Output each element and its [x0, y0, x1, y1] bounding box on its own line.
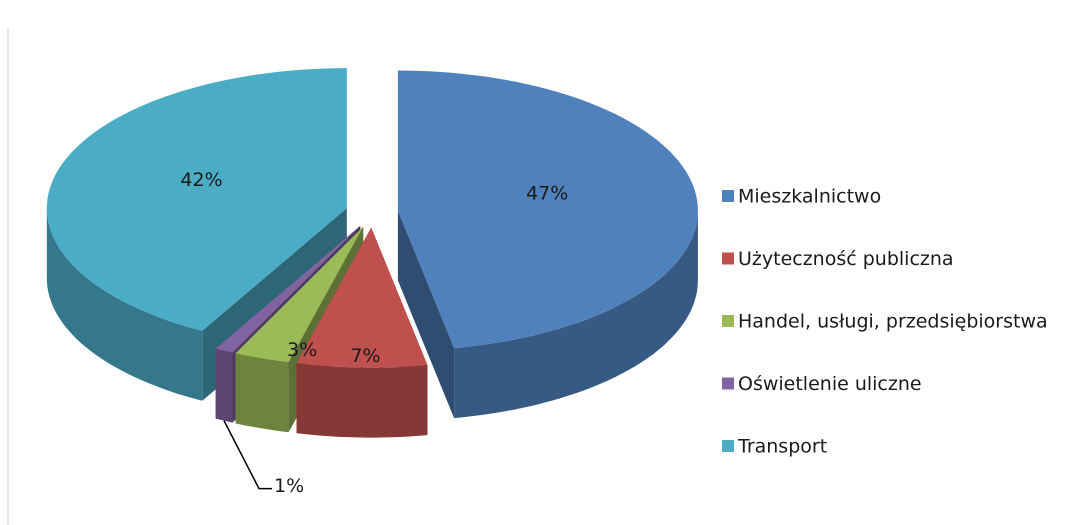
slice-side [296, 363, 428, 438]
legend-label: Oświetlenie uliczne [738, 373, 922, 395]
legend-swatch [722, 377, 734, 390]
legend-label: Transport [737, 436, 827, 458]
legend-label: Mieszkalnictwo [738, 186, 881, 208]
slice [235, 226, 364, 363]
legend-swatch [722, 315, 734, 327]
data-label: 42% [180, 169, 222, 191]
slice [46, 68, 347, 331]
slice-side [235, 353, 289, 433]
data-label: 1% [274, 475, 304, 497]
slice-side [454, 210, 698, 419]
leader-line [223, 420, 272, 490]
slice [215, 225, 361, 353]
legend-label: Użyteczność publiczna [738, 248, 954, 270]
slice-edge-wall [397, 210, 455, 419]
data-label: 7% [350, 345, 380, 367]
slice [397, 70, 698, 349]
legend-swatch [722, 252, 734, 265]
legend-label: Handel, usługi, przedsiębiorstwa [738, 311, 1048, 333]
slice [296, 227, 428, 368]
legend-swatch [722, 440, 734, 452]
data-label: 47% [526, 182, 568, 204]
data-label: 3% [287, 339, 317, 361]
slice-side [46, 208, 203, 401]
legend-swatch [722, 190, 734, 202]
slice-side [215, 348, 233, 423]
